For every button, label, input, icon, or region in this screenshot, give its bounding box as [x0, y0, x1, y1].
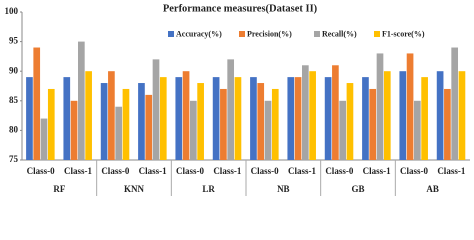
x-tick-label: Class-1	[288, 166, 317, 176]
y-tick-label: 75	[9, 154, 19, 164]
bar	[324, 77, 332, 160]
bar	[287, 77, 295, 160]
legend-label: Recall(%)	[322, 29, 357, 38]
legend-label: F1-score(%)	[382, 29, 425, 38]
x-tick-label: Class-0	[251, 166, 280, 176]
x-tick-label: Class-0	[101, 166, 130, 176]
x-tick-label: Class-1	[139, 166, 168, 176]
bar	[152, 59, 160, 160]
legend-label: Precision(%)	[247, 29, 292, 38]
bar	[271, 88, 279, 160]
bar	[63, 77, 71, 160]
bar	[339, 100, 347, 160]
legend-label: Accuracy(%)	[176, 29, 222, 38]
group-label: GB	[351, 184, 364, 194]
bar	[234, 77, 242, 160]
bar	[346, 83, 354, 160]
bar	[444, 88, 451, 160]
y-tick-label: 85	[9, 95, 19, 105]
bar	[383, 71, 391, 160]
bar	[138, 83, 145, 160]
bar	[309, 71, 316, 160]
group-label: LR	[202, 184, 215, 194]
x-tick-label: Class-1	[437, 166, 466, 176]
bar	[436, 71, 444, 160]
bar	[250, 77, 257, 160]
x-tick-label: Class-0	[176, 166, 205, 176]
group-label: KNN	[124, 184, 145, 194]
bar	[294, 77, 302, 160]
bar	[362, 77, 369, 160]
y-tick-label: 95	[9, 36, 19, 46]
bar	[227, 59, 235, 160]
bar	[421, 77, 428, 160]
group-label: RF	[53, 184, 65, 194]
bar	[175, 77, 183, 160]
bar	[122, 88, 130, 160]
group-label: NB	[277, 184, 290, 194]
chart: Performance measures(Dataset II) 75 80 85 9…	[5, 3, 470, 196]
bar	[108, 71, 115, 160]
bar	[47, 88, 55, 160]
bar	[40, 118, 48, 160]
bar	[78, 41, 85, 160]
bar	[264, 100, 272, 160]
bar	[451, 47, 459, 160]
x-tick-label: Class-0	[325, 166, 354, 176]
group-label: AB	[426, 184, 439, 194]
legend-swatch	[239, 31, 245, 37]
bar	[220, 88, 227, 160]
bar	[100, 83, 108, 160]
x-tick-label: Class-1	[363, 166, 392, 176]
bar	[414, 100, 421, 160]
bar	[159, 77, 167, 160]
y-tick-label: 100	[5, 6, 19, 16]
bar	[145, 94, 153, 160]
bar	[182, 71, 190, 160]
bar	[197, 83, 204, 160]
bar	[85, 71, 92, 160]
legend-swatch	[374, 31, 380, 37]
bar	[190, 100, 197, 160]
bar	[376, 53, 384, 160]
legend-swatch	[314, 31, 320, 37]
x-tick-label: Class-0	[27, 166, 56, 176]
bar	[26, 77, 33, 160]
x-tick-label: Class-1	[64, 166, 93, 176]
bar	[399, 71, 407, 160]
legend-swatch	[168, 31, 174, 37]
bar	[212, 77, 220, 160]
y-tick-label: 80	[9, 124, 19, 134]
bar	[332, 65, 339, 160]
x-tick-label: Class-0	[400, 166, 429, 176]
bar	[406, 53, 414, 160]
bar	[115, 106, 123, 160]
bar	[257, 83, 265, 160]
bar	[458, 71, 466, 160]
bar	[369, 88, 377, 160]
x-tick-label: Class-1	[213, 166, 242, 176]
chart-title: Performance measures(Dataset II)	[163, 3, 318, 14]
bar	[70, 100, 78, 160]
bar	[33, 47, 41, 160]
y-tick-label: 90	[9, 65, 19, 75]
bar	[302, 65, 309, 160]
